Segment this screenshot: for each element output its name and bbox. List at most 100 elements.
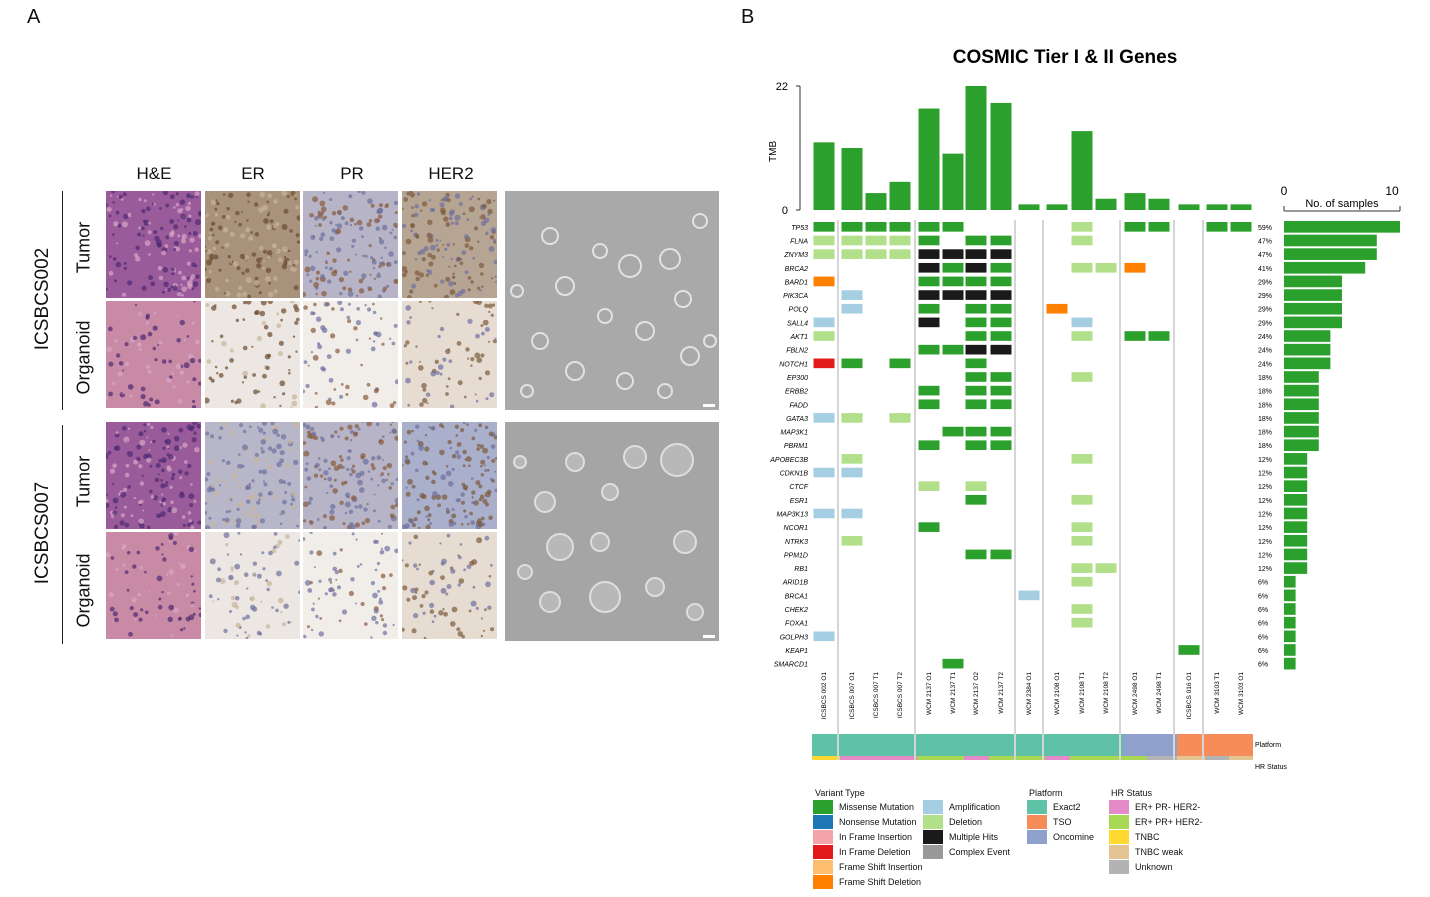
hr-status-track-cell xyxy=(840,756,864,760)
legend-label: Variant Type xyxy=(815,788,865,798)
mutation-cell xyxy=(813,317,835,328)
annotation-tracks xyxy=(812,734,1253,760)
legend-swatch xyxy=(1109,815,1129,829)
gene-count-bar xyxy=(1284,480,1308,492)
legend-item-hr-status: TNBC weak xyxy=(1109,845,1183,859)
region-label-organoid-2: Organoid xyxy=(73,553,94,628)
legend-swatch xyxy=(1027,800,1047,814)
platform-track-cell xyxy=(864,734,888,756)
tmb-bar-4 xyxy=(889,181,911,210)
tmb-tick-0: 0 xyxy=(782,205,788,217)
platform-track-cell xyxy=(888,734,917,756)
gene-count-bar xyxy=(1284,466,1308,479)
legend-swatch xyxy=(813,830,833,844)
mutation-cell xyxy=(990,290,1012,300)
gene-count-bar xyxy=(1284,439,1319,452)
mutation-cell xyxy=(1095,563,1117,573)
hr-status-track-cell xyxy=(1045,756,1070,760)
gene-percent-label: 24% xyxy=(1258,361,1272,368)
gene-percent-label: 24% xyxy=(1258,348,1272,355)
platform-track-cell xyxy=(1229,734,1253,756)
mutation-cell xyxy=(965,549,987,560)
legend-item-hr-status: TNBC xyxy=(1109,830,1160,844)
mutation-cell xyxy=(813,358,835,369)
gene-percent-label: 12% xyxy=(1258,566,1272,573)
mutation-cell xyxy=(865,235,887,246)
mutation-cell xyxy=(965,344,987,355)
mutation-cell xyxy=(965,235,987,246)
mutation-cell xyxy=(942,249,964,259)
mutation-cell xyxy=(1071,563,1093,573)
gene-percent-label: 29% xyxy=(1258,320,1272,327)
legend-label: HR Status xyxy=(1111,788,1153,798)
column-header-he: H&E xyxy=(136,164,172,183)
gene-percent-label: 18% xyxy=(1258,389,1272,396)
region-label-tumor-2: Tumor xyxy=(73,455,94,508)
mutation-cell xyxy=(1124,331,1146,341)
gene-count-bar xyxy=(1284,548,1308,561)
legend-swatch xyxy=(1027,815,1047,829)
gene-percent-label: 6% xyxy=(1258,648,1268,655)
gene-count-bar xyxy=(1284,494,1308,506)
gene-count-bar xyxy=(1284,330,1331,342)
histology-tile-he-r1 xyxy=(106,191,201,298)
gene-label: GOLPH3 xyxy=(780,634,809,641)
legend-label: TSO xyxy=(1053,817,1072,827)
gene-count-bar xyxy=(1284,562,1308,574)
gene-label: PBRM1 xyxy=(784,443,808,450)
mutation-cell xyxy=(813,467,835,478)
mutation-cell xyxy=(1071,331,1093,341)
tmb-bar-16 xyxy=(1206,204,1228,210)
mutation-cell xyxy=(1071,604,1093,614)
mutation-cell xyxy=(965,262,987,273)
histology-tile-he-r4 xyxy=(106,532,201,639)
track-label-hr-status: HR Status xyxy=(1255,764,1287,771)
hr-status-track-cell xyxy=(888,756,917,760)
tmb-bar-15 xyxy=(1178,204,1200,210)
histology-tile-pr-r2 xyxy=(303,301,398,408)
gene-percent-label: 12% xyxy=(1258,471,1272,478)
mutation-cell xyxy=(965,290,987,300)
gene-count-bar xyxy=(1284,575,1296,588)
histology-tile-pr-r3 xyxy=(303,422,398,529)
gene-count-bar xyxy=(1284,589,1296,602)
mutation-cell xyxy=(1071,495,1093,505)
mutation-cell xyxy=(918,317,940,328)
gene-count-bar xyxy=(1284,534,1308,547)
gene-label: NTRK3 xyxy=(785,539,808,546)
hr-status-track-cell xyxy=(989,756,1017,760)
histology-tile-her2-r4 xyxy=(402,532,497,639)
mutation-cell xyxy=(841,467,863,478)
hr-status-track-cell xyxy=(1123,756,1147,760)
gene-label: FLNA xyxy=(790,238,808,245)
sample-label: ICSBCS 007 T2 xyxy=(897,672,904,719)
mutation-cell xyxy=(942,262,964,273)
mutation-cell xyxy=(1018,590,1040,601)
legend-item-variant: Frame Shift Insertion xyxy=(813,860,923,874)
organoid-brightfield-image-2 xyxy=(505,422,719,641)
mutation-cell xyxy=(1071,617,1093,628)
gene-count-bar xyxy=(1284,507,1308,520)
tmb-bar-9 xyxy=(1018,204,1040,210)
tmb-bar-2 xyxy=(841,148,863,210)
sample-label: ICSBCS 007 T1 xyxy=(873,672,880,719)
legend-label: Missense Mutation xyxy=(839,802,915,812)
gene-label: AKT1 xyxy=(789,334,808,341)
legend-label: In Frame Deletion xyxy=(839,847,911,857)
legend-swatch xyxy=(1109,800,1129,814)
gene-percent-label: 18% xyxy=(1258,416,1272,423)
gene-label: MAP3K13 xyxy=(776,511,808,518)
mutation-cell xyxy=(965,249,987,259)
mutation-cell xyxy=(990,426,1012,437)
legend-item-hr-status: ER+ PR- HER2- xyxy=(1109,800,1200,814)
platform-track-cell xyxy=(1177,734,1205,756)
sample-label: WCM 2498 T1 xyxy=(1156,672,1163,714)
hr-status-track-cell xyxy=(1147,756,1177,760)
panel-a-letter: A xyxy=(27,6,41,28)
gene-label: KEAP1 xyxy=(785,648,808,655)
legend-swatch xyxy=(813,800,833,814)
mutation-cell xyxy=(965,440,987,451)
tmb-bar-13 xyxy=(1124,193,1146,210)
gene-count-bar xyxy=(1284,384,1319,397)
mutation-cell xyxy=(889,222,911,232)
